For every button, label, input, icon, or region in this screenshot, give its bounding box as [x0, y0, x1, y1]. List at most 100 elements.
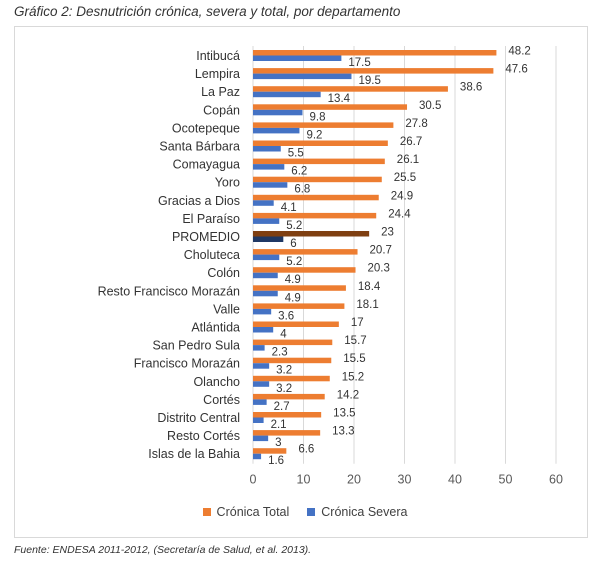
data-label-total: 30.5	[419, 100, 441, 112]
chart-frame	[14, 26, 588, 538]
category-label: Ocotepeque	[172, 121, 240, 135]
data-label-severa: 13.4	[328, 93, 351, 105]
data-label-total: 15.5	[343, 353, 365, 365]
legend-swatch-total	[202, 508, 211, 516]
data-label-total: 24.4	[388, 208, 411, 220]
data-label-severa: 5.2	[286, 256, 302, 268]
legend-swatch-severa	[307, 508, 316, 516]
bar-severa	[253, 146, 281, 152]
data-label-total: 14.2	[337, 389, 359, 401]
bar-total	[253, 430, 321, 436]
bar-total	[253, 303, 345, 309]
data-label-total: 15.7	[344, 335, 366, 347]
data-label-severa: 2.3	[272, 347, 288, 359]
bar-severa	[253, 182, 288, 188]
data-label-total: 25.5	[394, 172, 416, 184]
bar-severa	[253, 327, 274, 333]
x-tick-label: 40	[448, 473, 462, 487]
category-label: Choluteca	[184, 248, 240, 262]
x-tick-label: 50	[499, 473, 513, 487]
bar-severa	[253, 345, 265, 351]
bar-total	[253, 50, 497, 56]
source-note: Fuente: ENDESA 2011-2012, (Secretaría de…	[14, 544, 312, 556]
data-label-severa: 6	[290, 238, 296, 250]
data-label-severa: 4.1	[281, 202, 297, 214]
category-label: Intibucá	[196, 49, 240, 63]
bar-severa	[253, 164, 285, 170]
category-label: Resto Cortés	[167, 429, 240, 443]
data-label-severa: 17.5	[348, 57, 370, 69]
data-label-severa: 9.8	[309, 111, 325, 123]
bar-severa	[253, 127, 300, 134]
bar-severa	[253, 55, 342, 61]
category-label: Islas de la Bahia	[148, 447, 240, 461]
bar-total	[253, 393, 325, 400]
category-label: Distrito Central	[157, 411, 240, 425]
category-label: Yoro	[215, 176, 240, 190]
bar-severa	[253, 399, 267, 405]
x-tick-label: 20	[347, 473, 361, 487]
category-label: Francisco Morazán	[134, 357, 240, 371]
bar-total	[253, 249, 358, 255]
data-label-total: 38.6	[460, 82, 482, 94]
category-label: PROMEDIO	[172, 230, 240, 244]
chart-legend: Crónica Total Crónica Severa	[0, 505, 610, 519]
data-label-severa: 19.5	[358, 75, 380, 87]
category-label: El Paraíso	[182, 212, 240, 226]
data-label-total: 13.5	[333, 408, 355, 420]
data-label-total: 13.3	[332, 426, 354, 438]
data-label-total: 23	[381, 227, 394, 239]
bar-severa	[253, 109, 303, 116]
category-label: Resto Francisco Morazán	[98, 284, 240, 298]
data-label-total: 20.3	[368, 263, 390, 275]
bar-severa	[253, 453, 262, 460]
bar-severa	[253, 218, 280, 224]
bar-total	[253, 285, 346, 291]
bar-total	[253, 104, 408, 110]
data-label-total: 6.6	[298, 444, 314, 456]
bar-total	[253, 158, 385, 165]
category-label: Lempira	[195, 67, 240, 81]
bar-total	[253, 448, 287, 454]
bar-severa	[253, 272, 278, 279]
data-label-severa: 2.7	[274, 401, 290, 413]
bar-total	[253, 176, 382, 183]
data-label-severa: 2.1	[271, 419, 287, 431]
bar-severa	[253, 73, 352, 80]
data-label-severa: 5.2	[286, 220, 302, 232]
data-label-total: 27.8	[405, 118, 427, 130]
bar-severa	[253, 254, 280, 261]
data-label-severa: 1.6	[268, 455, 284, 467]
bar-total	[253, 267, 356, 273]
bar-severa	[253, 236, 284, 242]
bar-severa	[253, 381, 270, 387]
data-label-total: 20.7	[370, 245, 392, 257]
category-label: Olancho	[193, 375, 240, 389]
data-label-total: 24.9	[391, 190, 413, 202]
data-label-severa: 6.2	[291, 166, 307, 178]
data-label-total: 26.7	[400, 136, 422, 148]
bar-chart: 0 10 20 30 40 50 60 Intibucá 48.2 17.5 Lempira 47.6…	[98, 46, 563, 487]
data-label-total: 48.2	[508, 46, 530, 58]
bar-total	[253, 140, 388, 146]
category-label: Copán	[203, 103, 240, 117]
category-label: Atlántida	[191, 321, 240, 335]
bar-total	[253, 68, 494, 74]
x-tick-label: 60	[549, 473, 563, 487]
data-label-severa: 9.2	[306, 129, 322, 141]
bar-total	[253, 122, 394, 128]
bar-severa	[253, 363, 270, 369]
bar-severa	[253, 417, 264, 423]
data-label-severa: 3	[275, 437, 281, 449]
data-label-total: 26.1	[397, 154, 419, 166]
category-label: San Pedro Sula	[152, 339, 240, 353]
data-label-severa: 3.6	[278, 310, 294, 322]
bar-severa	[253, 200, 274, 206]
category-label: Comayagua	[173, 158, 240, 172]
legend-item-severa: Crónica Severa	[307, 505, 407, 519]
category-label: La Paz	[201, 85, 240, 99]
bar-total	[253, 212, 377, 219]
data-label-total: 18.1	[356, 299, 378, 311]
category-label: Gracias a Dios	[158, 194, 240, 208]
category-label: Colón	[207, 266, 240, 280]
